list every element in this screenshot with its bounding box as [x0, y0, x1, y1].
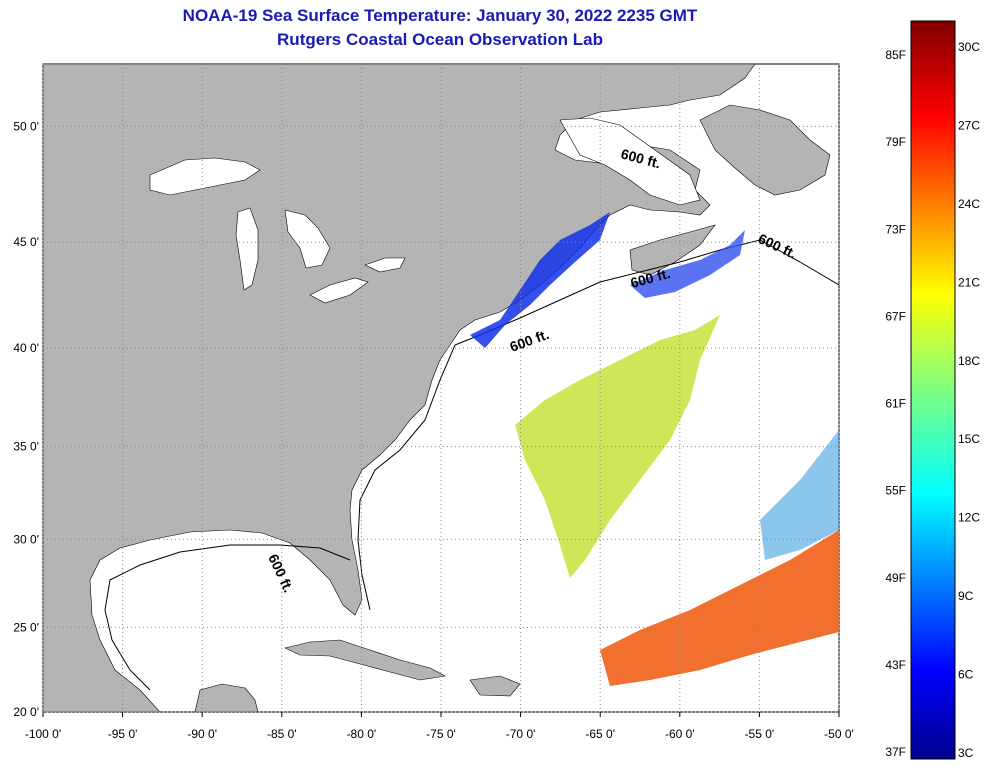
colorbar-c-label: 6C	[958, 668, 974, 682]
latitude-tick-label: 25 0'	[13, 620, 39, 634]
colorbar	[910, 20, 956, 760]
longitude-tick-label: -70 0'	[506, 727, 536, 741]
colorbar-f-label: 55F	[885, 484, 906, 498]
land-north-america	[43, 64, 756, 712]
longitude-tick-label: -85 0'	[267, 727, 297, 741]
graticule	[42, 64, 840, 717]
colorbar-c-label: 27C	[958, 118, 980, 132]
colorbar-c-label: 9C	[958, 589, 974, 603]
sst-central-swath	[515, 315, 720, 578]
lake-erie	[309, 277, 369, 304]
longitude-tick-label: -95 0'	[108, 727, 138, 741]
longitude-tick-label: -80 0'	[347, 727, 377, 741]
longitude-tick-label: -65 0'	[585, 727, 615, 741]
latitude-tick-label: 50 0'	[13, 119, 39, 133]
longitude-tick-label: -90 0'	[187, 727, 217, 741]
colorbar-c-label: 30C	[958, 40, 980, 54]
longitude-tick-label: -100 0'	[25, 727, 61, 741]
colorbar-c-label: 18C	[958, 354, 980, 368]
colorbar-f-label: 73F	[885, 222, 906, 236]
colorbar-f-label: 67F	[885, 309, 906, 323]
sst-cold-coastal	[470, 212, 610, 348]
colorbar-f-label: 79F	[885, 135, 906, 149]
colorbar-c-label: 24C	[958, 197, 980, 211]
sst-warm-swath	[600, 530, 839, 686]
colorbar-celsius-labels: 30C 27C 24C 21C 18C 15C 12C 9C 6C 3C	[958, 40, 980, 760]
colorbar-f-label: 61F	[885, 397, 906, 411]
colorbar-fahrenheit-labels: 85F 79F 73F 67F 61F 55F 49F 43F 37F	[885, 48, 906, 759]
colorbar-c-label: 12C	[958, 511, 980, 525]
latitude-tick-label: 30 0'	[13, 532, 39, 546]
colorbar-f-label: 37F	[885, 745, 906, 759]
lake-ontario	[364, 257, 406, 273]
land-hispaniola	[469, 675, 521, 697]
gulf-st-lawrence	[559, 117, 701, 206]
colorbar-f-label: 49F	[885, 571, 906, 585]
longitude-labels: -100 0' -95 0' -90 0' -85 0' -80 0' -75 0' -70…	[25, 727, 854, 741]
longitude-tick-label: -75 0'	[426, 727, 456, 741]
longitude-tick-label: -60 0'	[665, 727, 695, 741]
land-newfoundland	[699, 104, 831, 196]
sst-mixed-east	[760, 430, 839, 560]
colorbar-f-label: 85F	[885, 48, 906, 62]
lake-huron	[284, 209, 331, 269]
longitude-tick-label: -50 0'	[824, 727, 854, 741]
land-nova-scotia	[629, 224, 716, 276]
lake-michigan	[235, 207, 259, 291]
colorbar-c-label: 3C	[958, 746, 974, 760]
land-cuba	[284, 639, 446, 681]
map-subtitle: Rutgers Coastal Ocean Observation Lab	[277, 30, 603, 49]
isobath-600ft-south	[357, 344, 456, 611]
sst-cold-slope	[630, 230, 745, 298]
colorbar-f-label: 43F	[885, 658, 906, 672]
latitude-labels: 20 0' 25 0' 30 0' 35 0' 40 0' 45 0' 50 0'	[13, 119, 39, 719]
longitude-tick-label: -55 0'	[745, 727, 775, 741]
lake-superior	[149, 157, 261, 196]
land-yucatan	[194, 683, 259, 712]
latitude-tick-label: 20 0'	[13, 705, 39, 719]
latitude-tick-label: 35 0'	[13, 440, 39, 454]
latitude-tick-label: 40 0'	[13, 341, 39, 355]
latitude-tick-label: 45 0'	[13, 235, 39, 249]
colorbar-c-label: 15C	[958, 432, 980, 446]
isobath-600ft-gulf	[104, 544, 351, 691]
colorbar-c-label: 21C	[958, 275, 980, 289]
map-title: NOAA-19 Sea Surface Temperature: January…	[182, 6, 698, 25]
